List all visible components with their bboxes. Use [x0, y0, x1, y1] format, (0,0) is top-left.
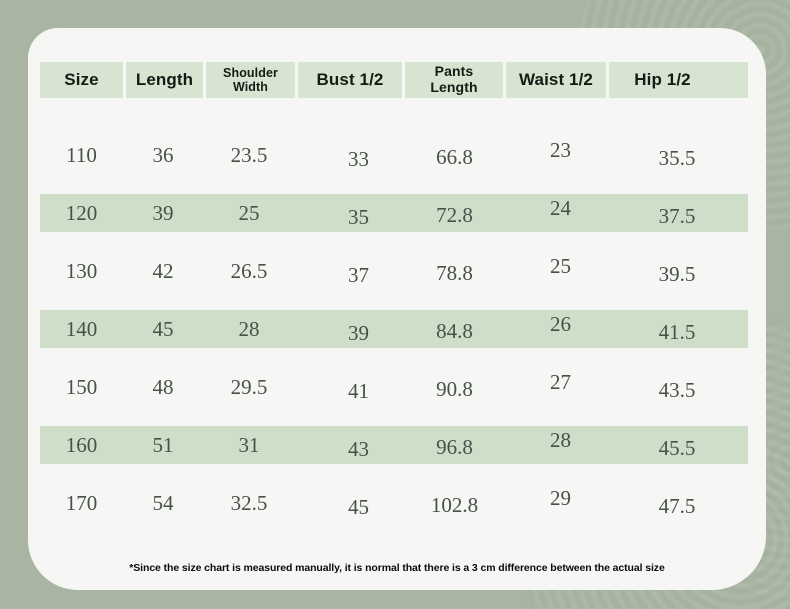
column-header-waist: Waist 1/2	[503, 62, 606, 98]
table-cell: 45.5	[658, 435, 696, 460]
table-cell: 26	[550, 311, 571, 336]
table-cell: 130	[65, 258, 98, 283]
table-cell: 36	[152, 142, 174, 167]
table-cell: 29.5	[230, 374, 268, 399]
table-cell: 51	[152, 432, 174, 457]
table-cell: 150	[65, 374, 98, 399]
table-cell: 39	[348, 320, 369, 345]
table-row: 140 45 28 39 84.8 26 41.5	[40, 300, 748, 358]
table-cell: 37.5	[658, 203, 696, 228]
column-header-size: Size	[40, 62, 123, 98]
table-cell: 26.5	[230, 258, 268, 283]
column-header-pants-length: Pants Length	[402, 62, 503, 98]
table-cell: 72.8	[436, 202, 473, 227]
column-header-bust: Bust 1/2	[295, 62, 402, 98]
table-cell: 84.8	[436, 318, 473, 343]
table-cell: 28	[550, 427, 571, 452]
table-cell: 41.5	[658, 319, 696, 344]
table-cell: 110	[66, 142, 97, 167]
column-header-length: Length	[123, 62, 203, 98]
table-cell: 90.8	[436, 376, 473, 401]
table-cell: 32.5	[230, 490, 268, 515]
table-cell: 35.5	[658, 145, 696, 170]
size-chart-card: Size Length Shoulder Width Bust 1/2 Pant…	[28, 28, 766, 590]
table-cell: 29	[550, 485, 571, 510]
table-cell: 66.8	[436, 144, 473, 169]
table-row: 150 48 29.5 41 90.8 27 43.5	[40, 358, 748, 416]
table-cell: 102.8	[430, 492, 479, 517]
table-cell: 43.5	[658, 377, 696, 402]
table-row: 170 54 32.5 45 102.8 29 47.5	[40, 474, 748, 532]
table-cell: 96.8	[436, 434, 473, 459]
table-cell: 41	[348, 378, 369, 403]
table-cell: 160	[65, 432, 98, 457]
table-cell: 23.5	[230, 142, 268, 167]
table-cell: 54	[152, 490, 174, 515]
table-cell: 42	[152, 258, 174, 283]
table-cell: 140	[65, 316, 98, 341]
table-cell: 45	[152, 316, 174, 341]
table-cell: 25	[238, 200, 260, 225]
table-cell: 39	[152, 200, 174, 225]
table-cell: 170	[65, 490, 98, 515]
table-header-row: Size Length Shoulder Width Bust 1/2 Pant…	[40, 62, 748, 98]
table-cell: 48	[152, 374, 174, 399]
table-cell: 25	[550, 253, 571, 278]
table-cell: 35	[348, 204, 369, 229]
table-row: 130 42 26.5 37 78.8 25 39.5	[40, 242, 748, 300]
size-table-body: 110 36 23.5 33 66.8 23 35.5 120 39 25 35 72.8 24 37.5…	[40, 98, 748, 532]
table-row: 120 39 25 35 72.8 24 37.5	[40, 184, 748, 242]
table-cell: 47.5	[658, 493, 696, 518]
column-header-hip: Hip 1/2	[606, 62, 748, 98]
table-cell: 24	[550, 195, 571, 220]
table-cell: 78.8	[436, 260, 473, 285]
table-cell: 39.5	[658, 261, 696, 286]
table-cell: 23	[550, 137, 571, 162]
table-row: 160 51 31 43 96.8 28 45.5	[40, 416, 748, 474]
measurement-disclaimer: *Since the size chart is measured manual…	[129, 562, 665, 574]
table-cell: 120	[65, 200, 98, 225]
table-cell: 43	[348, 436, 369, 461]
table-cell: 33	[348, 146, 369, 171]
table-cell: 45	[348, 494, 369, 519]
table-cell: 31	[238, 432, 260, 457]
table-cell: 27	[550, 369, 571, 394]
table-cell: 37	[348, 262, 369, 287]
column-header-shoulder-width: Shoulder Width	[203, 62, 295, 98]
table-cell: 28	[238, 316, 260, 341]
table-row: 110 36 23.5 33 66.8 23 35.5	[40, 126, 748, 184]
